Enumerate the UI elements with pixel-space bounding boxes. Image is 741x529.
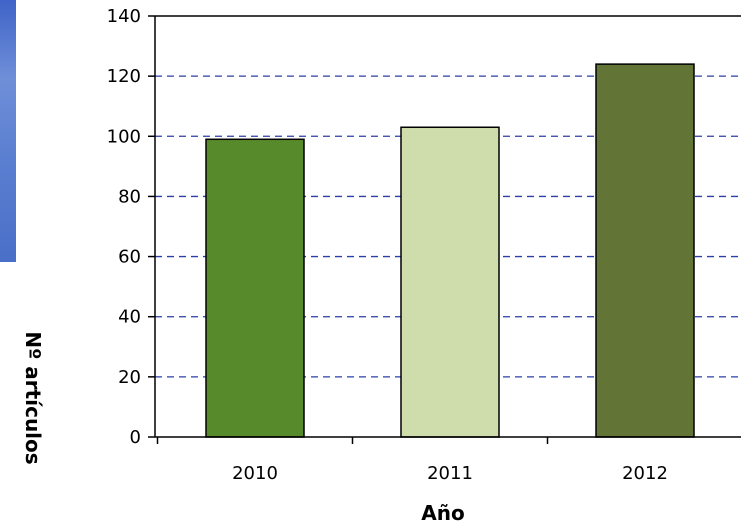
y-tick-labels: 0 20 40 60 80 100 120 140 (107, 6, 141, 448)
bar-2011 (400, 126, 500, 438)
x-tick-labels: 2010 2011 2012 (232, 463, 668, 484)
x-tick-label: 2012 (622, 463, 668, 484)
y-axis-title: Nº artículos (21, 331, 45, 464)
y-tick-label: 0 (130, 427, 141, 448)
y-tick-label: 100 (107, 126, 141, 147)
x-tick-label: 2011 (427, 463, 473, 484)
bars (205, 63, 695, 438)
bar-2010 (205, 138, 305, 438)
background-decoration (0, 0, 16, 262)
axes (148, 15, 741, 444)
y-tick-label: 60 (118, 247, 141, 268)
bar-2012 (595, 63, 695, 438)
y-tick-label: 120 (107, 66, 141, 87)
y-tick-label: 40 (118, 307, 141, 328)
y-tick-label: 140 (107, 6, 141, 27)
x-axis-title: Año (421, 501, 464, 525)
y-tick-label: 80 (118, 186, 141, 207)
x-tick-label: 2010 (232, 463, 278, 484)
y-tick-label: 20 (118, 367, 141, 388)
